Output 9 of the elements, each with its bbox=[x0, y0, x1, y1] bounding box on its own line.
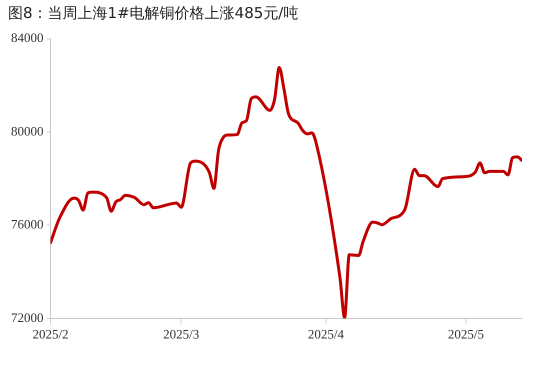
y-tick-label: 84000 bbox=[11, 30, 44, 46]
x-tick-label: 2025/2 bbox=[32, 326, 69, 342]
x-tick-label: 2025/3 bbox=[163, 326, 200, 342]
x-tick-label: 2025/5 bbox=[448, 326, 484, 342]
x-tick-label: 2025/4 bbox=[308, 326, 344, 342]
chart-title: 图8：当周上海1#电解铜价格上涨485元/吨 bbox=[8, 4, 300, 24]
y-tick-label: 72000 bbox=[11, 310, 44, 325]
y-tick-label: 80000 bbox=[11, 123, 44, 138]
y-tick-label: 76000 bbox=[11, 216, 44, 232]
